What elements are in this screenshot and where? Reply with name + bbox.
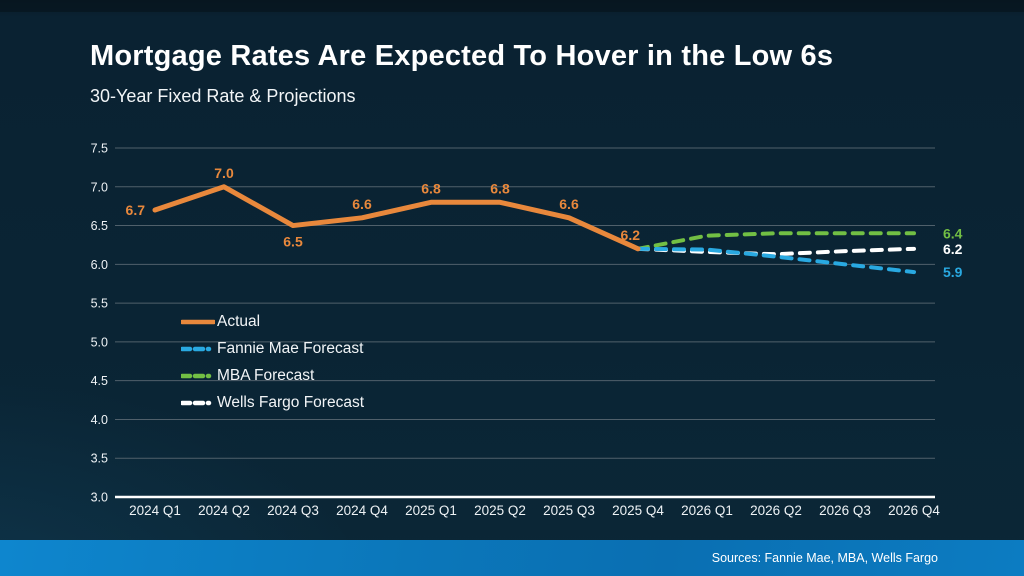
x-tick-label: 2024 Q4 xyxy=(336,503,388,518)
chart-legend: Actual Fannie Mae Forecast MBA Forecast Wel… xyxy=(181,312,364,413)
y-tick-label: 3.0 xyxy=(91,491,108,505)
end-value-label: 5.9 xyxy=(943,264,963,280)
y-tick-label: 6.5 xyxy=(91,219,108,233)
x-tick-label: 2024 Q2 xyxy=(198,503,250,518)
data-label: 6.5 xyxy=(283,234,303,250)
legend-swatch-actual xyxy=(181,319,215,325)
series-line-mba-forecast xyxy=(636,231,916,251)
legend-swatch-fannie-mae-forecast xyxy=(181,346,215,352)
data-label: 6.6 xyxy=(352,196,372,212)
y-tick-label: 6.0 xyxy=(91,258,108,272)
line-chart: 7.5 7.0 6.5 6.0 5.5 5.0 4.5 4.0 3.5 3.0 2024 Q1 202… xyxy=(91,142,963,519)
legend-label: Fannie Mae Forecast xyxy=(217,340,364,357)
legend-label: Actual xyxy=(217,313,261,330)
y-tick-label: 7.5 xyxy=(91,142,108,156)
y-tick-label: 3.5 xyxy=(91,452,108,466)
page-subtitle: 30-Year Fixed Rate & Projections xyxy=(90,86,356,106)
legend-label: Wells Fargo Forecast xyxy=(217,394,365,411)
y-tick-label: 5.5 xyxy=(91,297,108,311)
y-tick-label: 4.0 xyxy=(91,413,108,427)
legend-label: MBA Forecast xyxy=(217,367,315,384)
y-tick-label: 7.0 xyxy=(91,180,108,194)
data-label: 6.6 xyxy=(559,196,579,212)
top-strip xyxy=(0,0,1024,12)
data-label: 6.7 xyxy=(126,202,146,218)
data-label: 6.8 xyxy=(490,180,510,196)
x-tick-label: 2026 Q3 xyxy=(819,503,871,518)
legend-swatch-mba-forecast xyxy=(181,373,215,379)
data-label: 7.0 xyxy=(214,165,234,181)
x-tick-label: 2026 Q2 xyxy=(750,503,802,518)
x-tick-label: 2024 Q3 xyxy=(267,503,319,518)
series-line-actual xyxy=(152,184,641,252)
x-tick-label: 2025 Q4 xyxy=(612,503,664,518)
x-tick-label: 2026 Q1 xyxy=(681,503,733,518)
data-label: 6.8 xyxy=(421,180,441,196)
x-tick-label: 2025 Q1 xyxy=(405,503,457,518)
x-tick-label: 2024 Q1 xyxy=(129,503,181,518)
series-line-fannie-mae-forecast xyxy=(636,246,916,275)
legend-item-wells-fargo-forecast: Wells Fargo Forecast xyxy=(181,393,364,413)
end-value-label: 6.2 xyxy=(943,241,963,257)
end-value-label: 6.4 xyxy=(943,225,963,241)
x-tick-label: 2026 Q4 xyxy=(888,503,940,518)
legend-item-fannie-mae-forecast: Fannie Mae Forecast xyxy=(181,339,364,359)
y-tick-label: 4.5 xyxy=(91,374,108,388)
sources-text: Sources: Fannie Mae, MBA, Wells Fargo xyxy=(711,551,938,565)
footer-bar: Sources: Fannie Mae, MBA, Wells Fargo xyxy=(0,540,1024,576)
x-tick-label: 2025 Q3 xyxy=(543,503,595,518)
data-label: 6.2 xyxy=(621,227,641,243)
legend-item-actual: Actual xyxy=(181,312,364,332)
page-title: Mortgage Rates Are Expected To Hover in … xyxy=(90,40,834,72)
x-tick-label: 2025 Q2 xyxy=(474,503,526,518)
y-tick-label: 5.0 xyxy=(91,335,108,349)
legend-swatch-wells-fargo-forecast xyxy=(181,400,215,406)
legend-item-mba-forecast: MBA Forecast xyxy=(181,366,364,386)
